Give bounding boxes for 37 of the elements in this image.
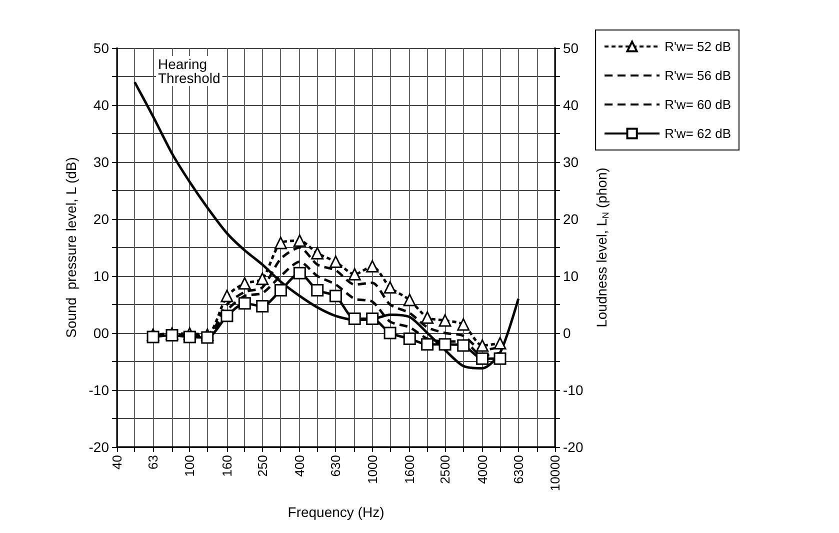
x-tick-label: 1000 <box>364 455 380 484</box>
x-tick-label: 4000 <box>474 455 490 484</box>
y-tick-label: 20 <box>93 211 110 227</box>
legend-label: R'w= 56 dB <box>664 68 732 83</box>
y-tick-label: 40 <box>93 97 110 113</box>
x-tick-label: 10000 <box>548 455 562 492</box>
y2-tick-label: 20 <box>563 211 579 227</box>
y2-tick-label: 50 <box>563 40 579 56</box>
legend-label: R'w= 60 dB <box>664 97 732 112</box>
x-axis-title: Frequency (Hz) <box>288 504 384 520</box>
legend-label: R'w= 52 dB <box>664 39 732 54</box>
x-tick-label: 2500 <box>438 455 453 484</box>
annotation: Hearing Threshold <box>158 56 220 86</box>
x-tick-label: 250 <box>254 455 270 477</box>
y-tick-label: 10 <box>93 268 110 284</box>
y2-tick-label: 0 <box>563 325 571 341</box>
y-tick-label: -10 <box>88 382 110 398</box>
x-tick-label: 100 <box>182 455 198 477</box>
x-tick-label: 63 <box>146 455 161 470</box>
legend-label: R'w= 62 dB <box>664 126 732 141</box>
y-tick-label: -20 <box>88 439 110 455</box>
y-tick-label: 00 <box>93 325 110 341</box>
x-tick-label: 1600 <box>402 455 418 484</box>
x-tick-label: 630 <box>328 455 344 477</box>
y2-tick-label: -10 <box>563 382 584 398</box>
y-axis-title: Sound pressure level, L (dB) <box>62 157 79 338</box>
x-tick-label: 40 <box>110 455 124 470</box>
x-tick-label: 160 <box>219 455 234 477</box>
y2-axis-title: Loudness level, LN (phon) <box>594 168 610 328</box>
x-tick-label: 6300 <box>510 455 526 484</box>
x-tick-label: 400 <box>292 455 308 477</box>
y2-tick-label: 10 <box>563 268 579 284</box>
y2-tick-label: 30 <box>563 154 579 170</box>
y2-tick-label: 40 <box>563 97 579 113</box>
y-tick-label: 30 <box>93 154 110 170</box>
y2-tick-label: -20 <box>563 439 584 455</box>
y-tick-label: 50 <box>93 40 110 56</box>
